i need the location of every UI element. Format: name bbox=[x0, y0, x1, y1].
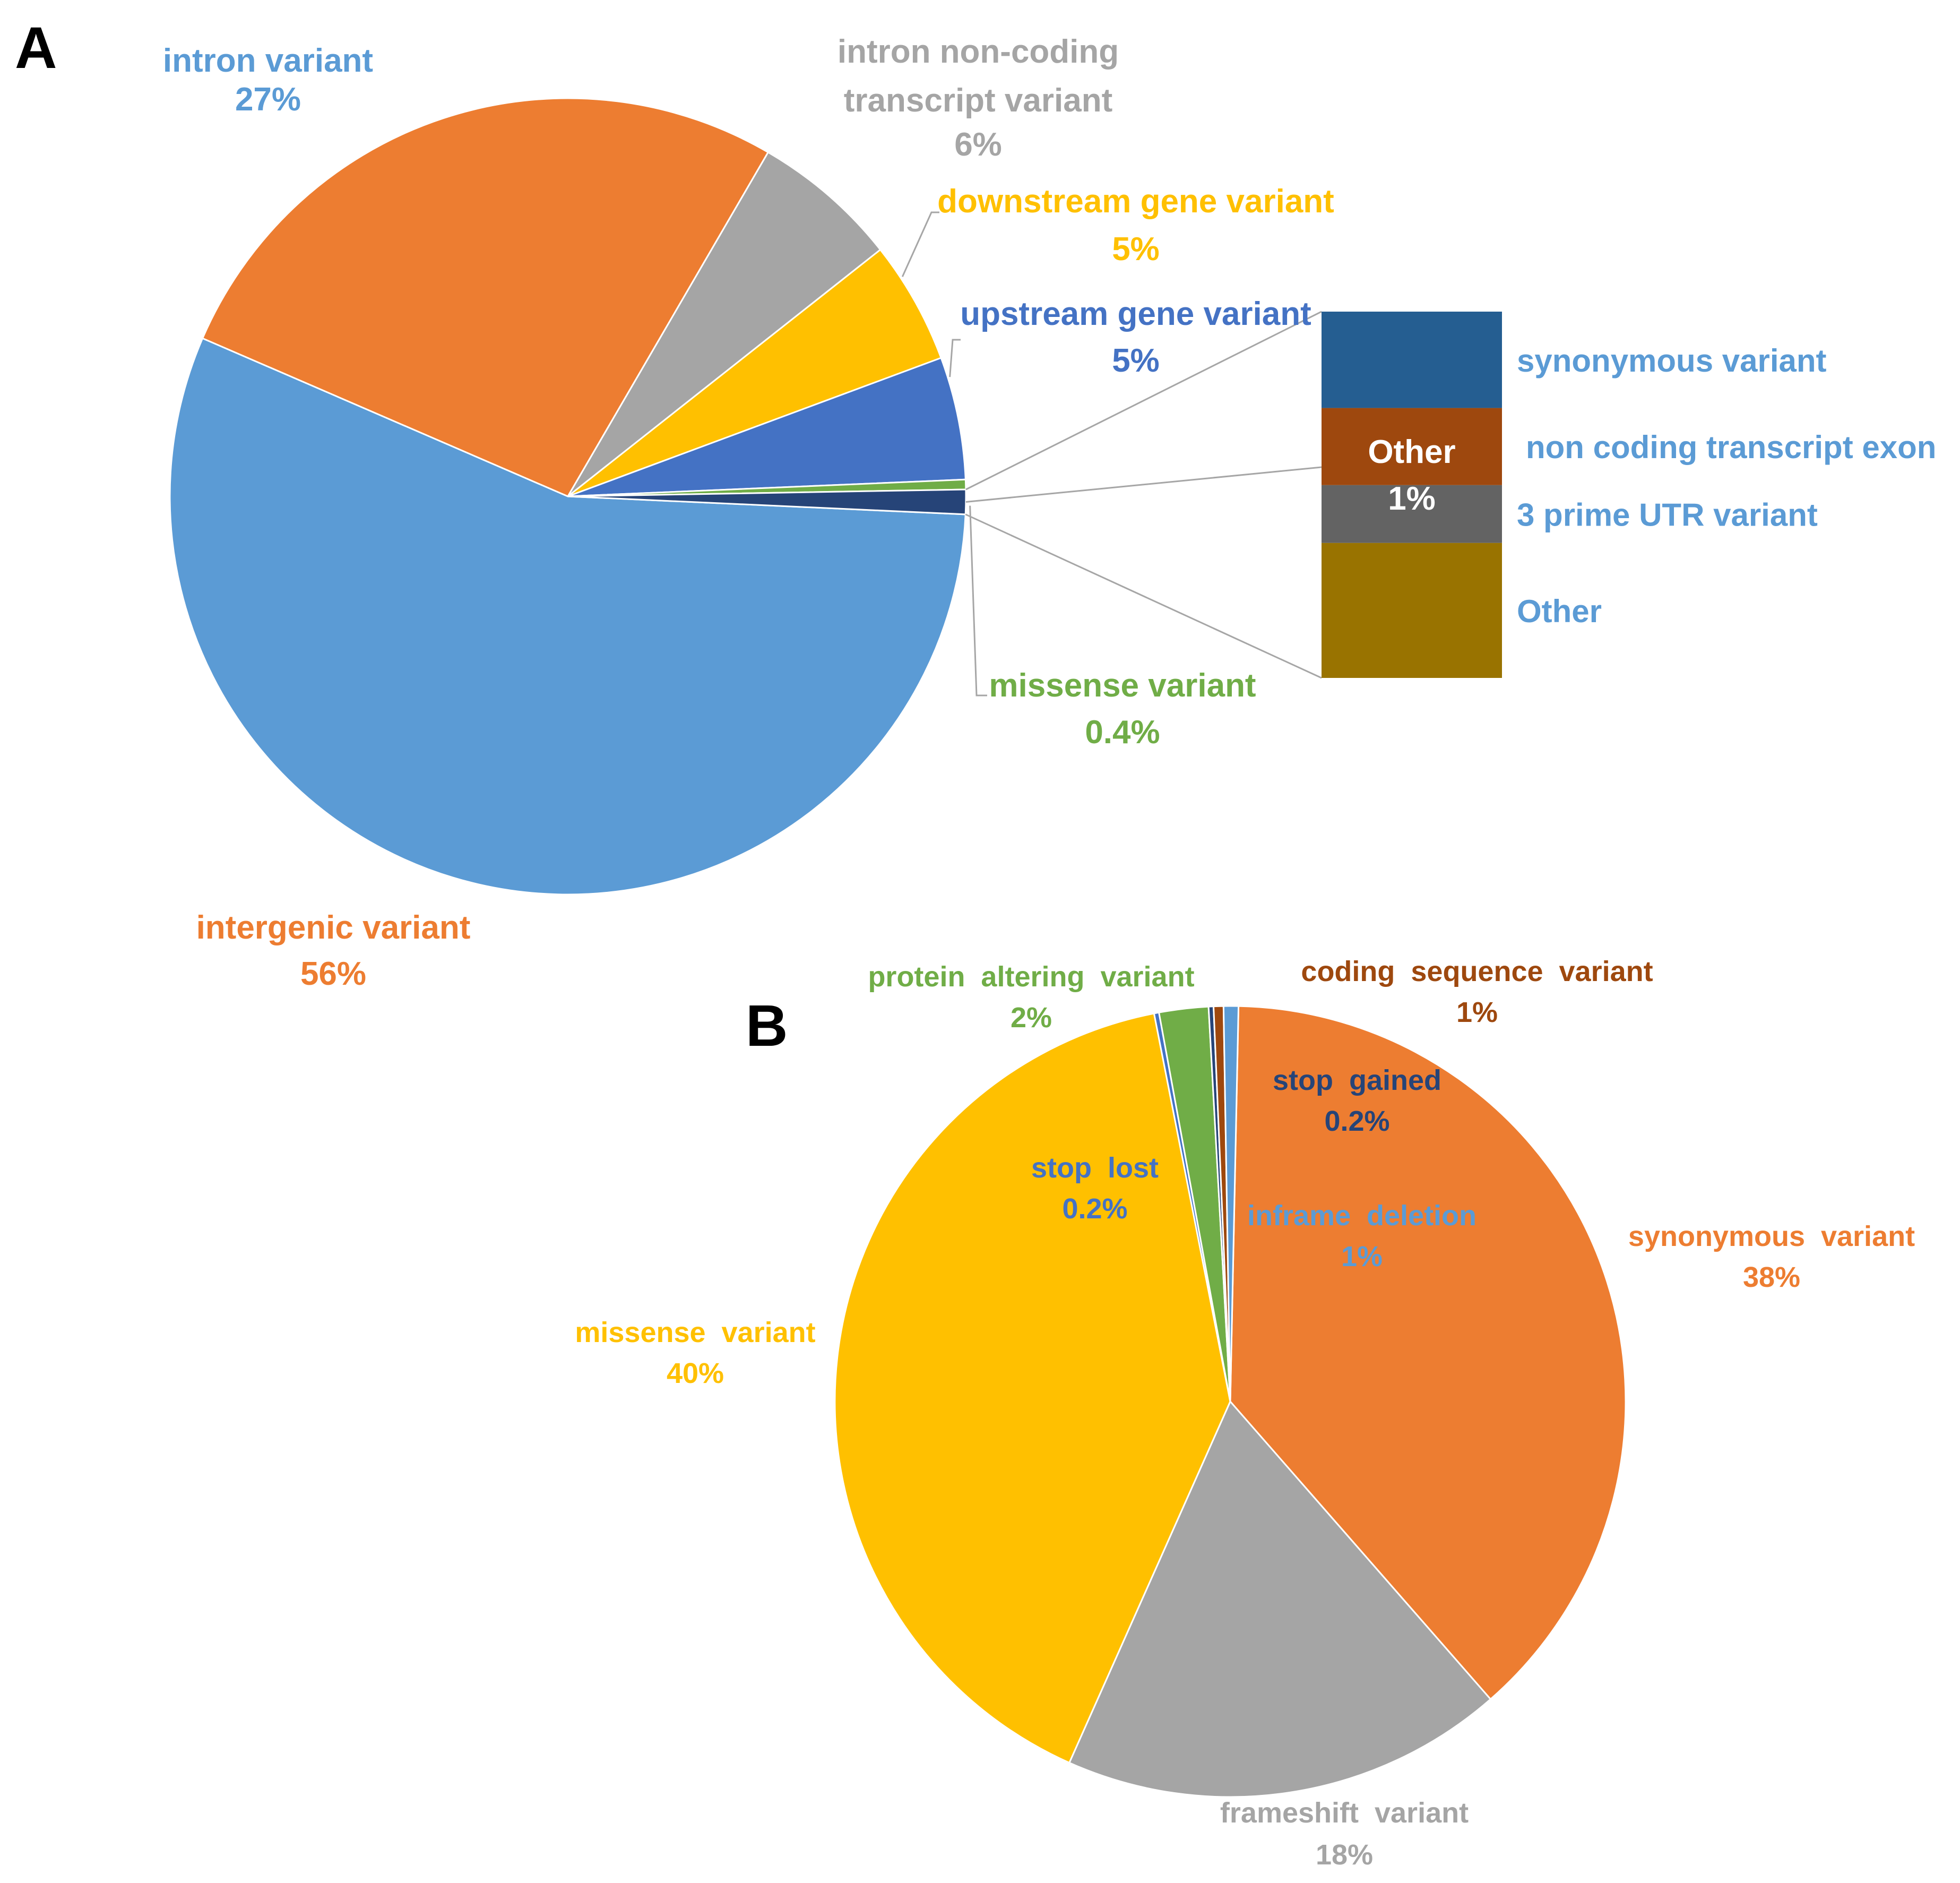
breakdown-label-synonymous-variant: synonymous variant bbox=[1517, 343, 1827, 379]
breakdown-label-non-coding-transcript-exon: non coding transcript exon bbox=[1526, 429, 1936, 465]
leader-downstream bbox=[901, 211, 939, 277]
pie-a-label-downstream-gene-variant: downstream gene variant bbox=[937, 183, 1334, 220]
leader-lines-a bbox=[901, 211, 1322, 697]
panel-b-letter: B bbox=[746, 993, 788, 1059]
leader-other-bottom bbox=[965, 513, 1322, 679]
pie-b-percent-stop-gained: 0.2% bbox=[1324, 1105, 1389, 1137]
pie-a-percent-missense-variant: 0.4% bbox=[1085, 714, 1160, 751]
pie-a-label-intron-non-coding-transcript-variant-line1: intron non-coding bbox=[837, 33, 1119, 70]
pie-a-label-missense-variant: missense variant bbox=[989, 667, 1256, 704]
labels-a: synonymous variant non coding transcript … bbox=[163, 33, 1936, 992]
pie-chart-b bbox=[834, 1005, 1627, 1798]
pie-b-percent-inframe-deletion: 1% bbox=[1341, 1241, 1383, 1272]
pie-b-percent-stop-lost: 0.2% bbox=[1062, 1193, 1127, 1225]
leader-missense bbox=[969, 505, 987, 697]
pie-b-label-stop-gained: stop gained bbox=[1273, 1064, 1441, 1096]
pie-b-percent-frameshift-variant: 18% bbox=[1316, 1839, 1373, 1871]
breakdown-segment-3-prime-utr-variant bbox=[1322, 485, 1502, 543]
pie-a-slice-intron-non-coding-transcript-variant bbox=[567, 151, 882, 497]
pie-a-percent-intron-variant: 27% bbox=[235, 81, 301, 118]
pie-chart-a bbox=[169, 97, 967, 896]
pie-a-label-upstream-gene-variant: upstream gene variant bbox=[960, 296, 1311, 332]
pie-a-slice-downstream-gene-variant bbox=[567, 248, 943, 497]
panel-a-letter: A bbox=[15, 15, 57, 81]
breakdown-segment-non-coding-transcript-exon bbox=[1322, 408, 1502, 485]
pie-a-percent-intergenic-variant: 56% bbox=[300, 956, 366, 992]
pie-b-label-stop-lost: stop lost bbox=[1031, 1152, 1159, 1184]
pie-b-label-coding-sequence-variant: coding sequence variant bbox=[1301, 956, 1653, 987]
pie-b-label-frameshift-variant: frameshift variant bbox=[1220, 1797, 1469, 1829]
breakdown-segment-other bbox=[1322, 543, 1502, 678]
labels-b: synonymous variant 38% frameshift variant 1… bbox=[575, 956, 1915, 1871]
pie-a-label-intron-non-coding-transcript-variant-line2: transcript variant bbox=[844, 82, 1113, 119]
pie-b-label-protein-altering-variant: protein altering variant bbox=[868, 961, 1194, 993]
pie-a-label-intergenic-variant: intergenic variant bbox=[196, 909, 471, 946]
pie-b-percent-missense-variant: 40% bbox=[667, 1357, 724, 1389]
breakdown-bar bbox=[1322, 312, 1502, 678]
pie-b-slice-frameshift-variant bbox=[1068, 1400, 1492, 1798]
breakdown-label-3-prime-utr-variant: 3 prime UTR variant bbox=[1517, 497, 1818, 532]
pie-b-slice-missense-variant bbox=[834, 1012, 1231, 1764]
pie-a-slice-upstream-gene-variant bbox=[567, 357, 966, 497]
pie-a-percent-downstream-gene-variant: 5% bbox=[1112, 231, 1160, 268]
pie-b-label-missense-variant: missense variant bbox=[575, 1317, 815, 1348]
pie-a-percent-upstream-gene-variant: 5% bbox=[1112, 342, 1160, 379]
pie-a-label-intron-variant: intron variant bbox=[163, 42, 373, 79]
pie-a-slice-intron-variant bbox=[201, 97, 770, 497]
breakdown-segment-synonymous-variant bbox=[1322, 312, 1502, 408]
pie-b-percent-coding-sequence-variant: 1% bbox=[1456, 996, 1498, 1028]
breakdown-label-other: Other bbox=[1517, 594, 1602, 629]
pie-b-percent-protein-altering-variant: 2% bbox=[1011, 1002, 1052, 1034]
pie-b-slice-inframe-deletion bbox=[1222, 1005, 1240, 1402]
leader-other-mid bbox=[965, 466, 1322, 503]
pie-b-slice-synonymous-variant bbox=[1229, 1005, 1627, 1700]
leader-upstream bbox=[949, 339, 961, 377]
breakdown-parent-name: Other bbox=[1368, 434, 1455, 470]
leader-other-top bbox=[965, 311, 1322, 491]
pie-a-percent-intron-non-coding-transcript-variant: 6% bbox=[954, 126, 1002, 163]
pie-a-slice-intergenic-variant bbox=[169, 337, 966, 896]
pie-b-label-synonymous-variant: synonymous variant bbox=[1628, 1220, 1915, 1252]
breakdown-parent-percent: 1% bbox=[1388, 480, 1436, 517]
pie-b-label-inframe-deletion: inframe deletion bbox=[1247, 1200, 1477, 1232]
pie-b-percent-synonymous-variant: 38% bbox=[1743, 1261, 1800, 1293]
